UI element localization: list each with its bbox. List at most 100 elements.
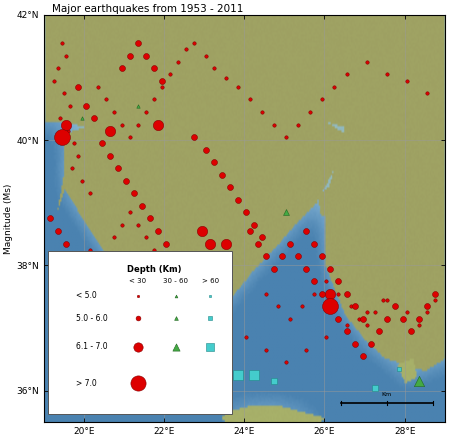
Point bbox=[311, 278, 318, 285]
Point bbox=[56, 115, 63, 122]
Point bbox=[172, 315, 180, 322]
Point bbox=[122, 177, 129, 184]
Point bbox=[311, 290, 318, 297]
Point bbox=[58, 40, 65, 47]
Point bbox=[207, 343, 214, 350]
Point bbox=[202, 146, 210, 153]
Point bbox=[142, 290, 150, 297]
Point bbox=[163, 240, 170, 247]
Point bbox=[211, 371, 218, 378]
Point bbox=[375, 328, 382, 335]
Point bbox=[295, 121, 302, 128]
Point bbox=[251, 371, 258, 378]
Text: 30 - 60: 30 - 60 bbox=[163, 278, 189, 284]
Point bbox=[154, 321, 162, 328]
Point bbox=[283, 133, 290, 140]
Point bbox=[223, 240, 230, 247]
Point bbox=[263, 290, 270, 297]
Point bbox=[118, 121, 125, 128]
Point bbox=[170, 321, 177, 328]
Point bbox=[431, 290, 438, 297]
Point bbox=[190, 309, 198, 316]
Point bbox=[403, 77, 410, 84]
Point bbox=[343, 321, 350, 328]
Point bbox=[263, 253, 270, 260]
Point bbox=[126, 52, 133, 59]
Point bbox=[138, 346, 145, 353]
Point bbox=[234, 371, 242, 378]
Point bbox=[247, 227, 254, 235]
Point bbox=[198, 227, 206, 235]
Text: > 7.0: > 7.0 bbox=[76, 379, 97, 388]
Point bbox=[142, 52, 150, 59]
Point bbox=[234, 196, 242, 203]
Point bbox=[110, 234, 117, 241]
Point bbox=[255, 240, 262, 247]
Point bbox=[158, 77, 166, 84]
Point bbox=[359, 353, 366, 360]
Point bbox=[259, 109, 266, 116]
Point bbox=[190, 40, 198, 47]
Point bbox=[134, 221, 141, 228]
Point bbox=[287, 240, 294, 247]
Point bbox=[150, 96, 158, 103]
Point bbox=[383, 315, 390, 322]
Point bbox=[319, 96, 326, 103]
Point bbox=[146, 334, 154, 341]
Point bbox=[343, 328, 350, 335]
Point bbox=[319, 290, 326, 297]
Point bbox=[46, 215, 53, 222]
Point bbox=[194, 290, 202, 297]
Point bbox=[134, 102, 141, 109]
Point bbox=[78, 177, 85, 184]
Point bbox=[90, 115, 97, 122]
Point bbox=[94, 259, 101, 266]
Text: > 60: > 60 bbox=[202, 278, 219, 284]
FancyBboxPatch shape bbox=[48, 251, 232, 414]
Point bbox=[134, 380, 141, 387]
Point bbox=[102, 96, 110, 103]
Point bbox=[251, 221, 258, 228]
Point bbox=[271, 378, 278, 385]
Point bbox=[170, 253, 177, 260]
Point bbox=[94, 84, 101, 91]
Text: 6.1 - 7.0: 6.1 - 7.0 bbox=[76, 342, 107, 351]
Point bbox=[66, 102, 73, 109]
Point bbox=[178, 265, 185, 272]
Point bbox=[323, 278, 330, 285]
Point bbox=[423, 309, 431, 316]
Point bbox=[134, 121, 141, 128]
Point bbox=[379, 297, 386, 304]
Point bbox=[247, 96, 254, 103]
Point bbox=[207, 334, 214, 341]
Point bbox=[54, 227, 61, 235]
Point bbox=[172, 343, 180, 350]
Point bbox=[62, 240, 69, 247]
Point bbox=[106, 127, 113, 134]
Point bbox=[271, 265, 278, 272]
Point bbox=[327, 265, 334, 272]
Point bbox=[303, 265, 310, 272]
Point bbox=[415, 321, 423, 328]
Point bbox=[211, 65, 218, 72]
Point bbox=[279, 253, 286, 260]
Point bbox=[98, 140, 106, 147]
Point bbox=[86, 190, 93, 197]
Point bbox=[62, 121, 69, 128]
Point bbox=[227, 183, 234, 191]
Point bbox=[335, 278, 342, 285]
Point bbox=[158, 84, 166, 91]
Point bbox=[154, 227, 162, 235]
Text: Depth (Km): Depth (Km) bbox=[127, 265, 181, 274]
Point bbox=[82, 102, 89, 109]
Point bbox=[50, 77, 57, 84]
Point bbox=[126, 133, 133, 140]
Point bbox=[138, 346, 145, 353]
Point bbox=[190, 133, 198, 140]
Point bbox=[307, 109, 314, 116]
Point bbox=[299, 303, 306, 310]
Point bbox=[323, 334, 330, 341]
Point bbox=[211, 158, 218, 165]
Point bbox=[54, 65, 61, 72]
Point bbox=[275, 303, 282, 310]
